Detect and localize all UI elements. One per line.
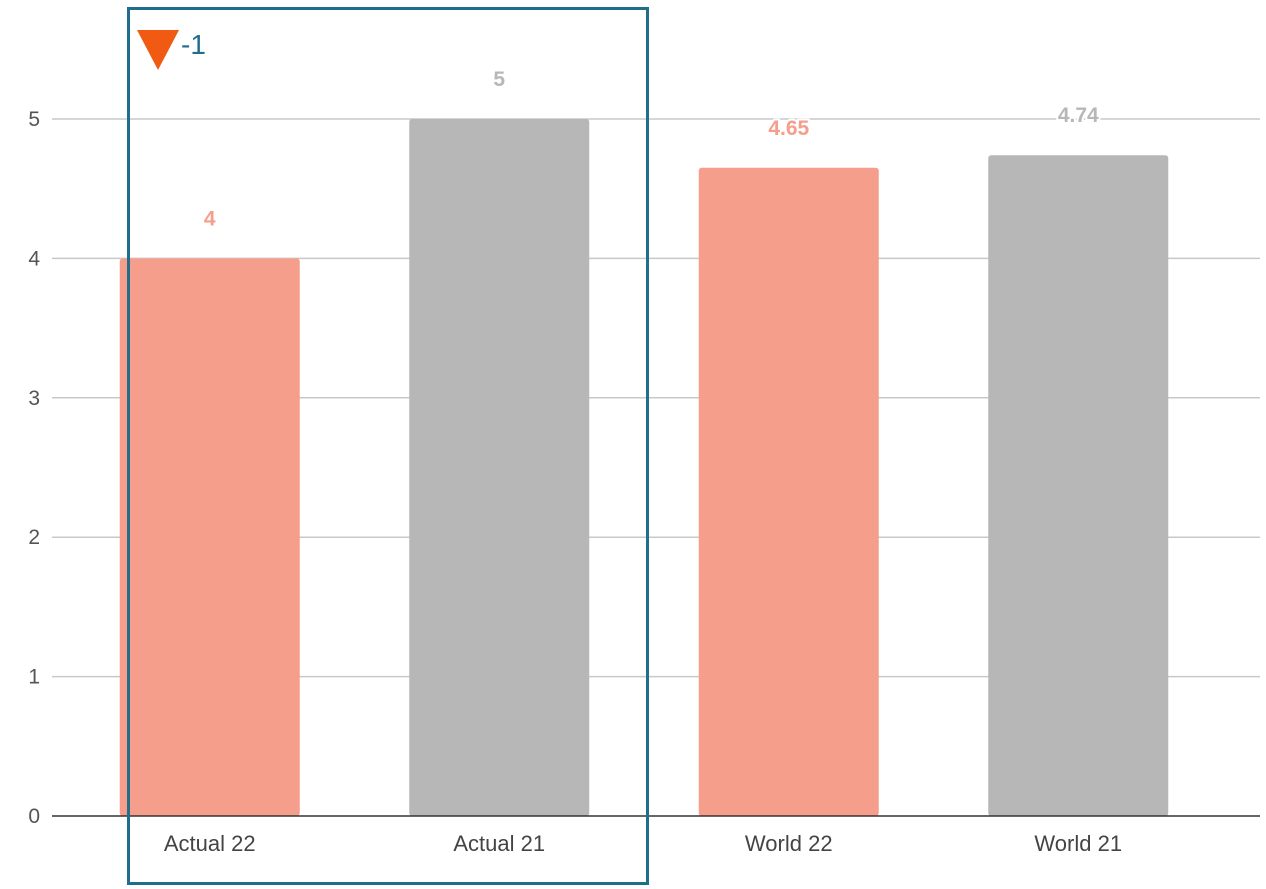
down-triangle-icon xyxy=(137,30,179,70)
bar xyxy=(119,258,300,816)
data-label: 4.74 xyxy=(1058,104,1099,127)
y-tick-label: 1 xyxy=(28,666,40,689)
data-label: 5 xyxy=(493,68,505,91)
bars xyxy=(119,119,1169,817)
category-label: World 22 xyxy=(745,831,833,856)
delta-indicator: -1 xyxy=(137,28,206,70)
delta-value: -1 xyxy=(181,29,206,60)
y-tick-label: 5 xyxy=(28,108,40,131)
y-tick-label: 2 xyxy=(28,526,40,549)
y-tick-label: 4 xyxy=(28,247,40,270)
bar xyxy=(988,155,1169,816)
y-tick-label: 0 xyxy=(28,805,40,828)
data-label: 4.65 xyxy=(768,117,809,140)
data-labels: 4 5 4.65 4.74 xyxy=(202,66,1101,232)
bar xyxy=(698,167,879,817)
y-axis-ticks: 0 1 2 3 4 5 xyxy=(28,108,40,828)
x-axis-categories: Actual 22 Actual 21 World 22 World 21 xyxy=(164,831,1122,856)
category-label: Actual 21 xyxy=(453,831,545,856)
data-label: 4 xyxy=(204,207,216,230)
category-label: Actual 22 xyxy=(164,831,256,856)
category-label: World 21 xyxy=(1034,831,1122,856)
bar xyxy=(409,119,590,816)
y-tick-label: 3 xyxy=(28,387,40,410)
